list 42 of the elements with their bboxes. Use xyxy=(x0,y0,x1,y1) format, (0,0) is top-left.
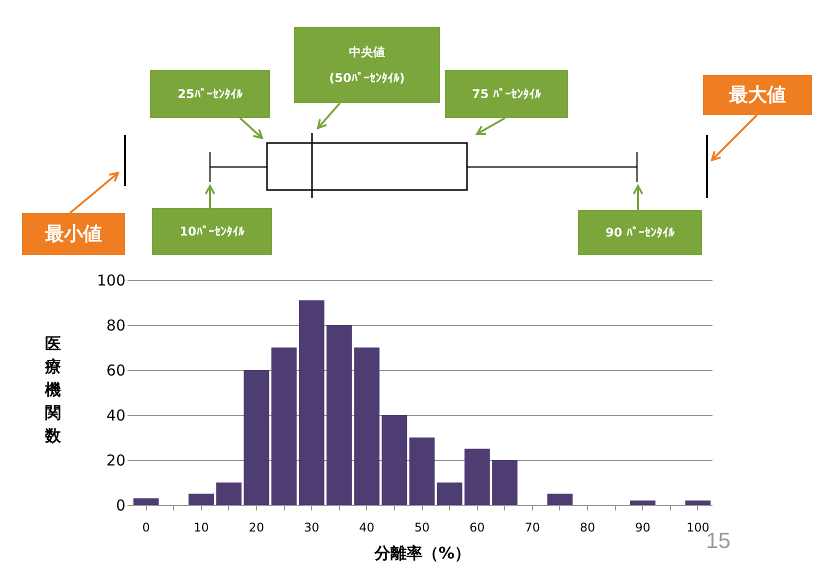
bar xyxy=(464,448,490,505)
x-tick-label: 60 xyxy=(470,520,485,534)
x-tick-label: 80 xyxy=(580,520,596,534)
y-tick-label: 60 xyxy=(106,362,126,380)
y-tick-label: 40 xyxy=(106,406,126,424)
bar xyxy=(409,438,435,505)
text: 最小値 xyxy=(44,223,102,245)
text: 10ﾊﾟｰｾﾝﾀｲﾙ xyxy=(180,224,246,238)
bar xyxy=(630,500,656,505)
bar xyxy=(326,325,352,505)
bar xyxy=(547,494,573,505)
y-tick-label: 20 xyxy=(106,452,126,470)
y-tick-label: 0 xyxy=(116,496,126,514)
x-tick-label: 0 xyxy=(142,520,150,534)
text: 中央値 (50ﾊﾟｰｾﾝﾀｲﾙ) xyxy=(329,45,405,85)
x-tick-label: 30 xyxy=(304,520,320,534)
bar xyxy=(436,482,462,505)
bar xyxy=(216,482,242,505)
bar xyxy=(354,348,380,505)
bar xyxy=(492,460,518,505)
bar xyxy=(298,300,324,505)
bar xyxy=(382,415,408,505)
bar xyxy=(133,498,159,505)
bar xyxy=(244,370,270,505)
x-tick-label: 50 xyxy=(414,520,430,534)
bar xyxy=(685,500,711,505)
text: 75 ﾊﾟｰｾﾝﾀｲﾙ xyxy=(472,87,542,101)
y-tick-label: 100 xyxy=(96,272,126,290)
y-axis-title: 医療機関数 xyxy=(44,333,62,447)
bar xyxy=(271,348,297,505)
x-tick-label: 90 xyxy=(635,520,650,534)
bar xyxy=(188,494,214,505)
x-tick-label: 70 xyxy=(524,520,540,534)
x-tick-label: 40 xyxy=(359,520,374,534)
x-tick-label: 20 xyxy=(248,520,264,534)
y-tick-label: 80 xyxy=(106,316,126,334)
text: 90 ﾊﾟｰｾﾝﾀｲﾙ xyxy=(606,226,676,240)
text: 25ﾊﾟｰｾﾝﾀｲﾙ xyxy=(178,87,244,101)
text: 最大値 xyxy=(728,84,786,106)
x-axis-title: 分離率（%） xyxy=(373,544,471,562)
x-tick-label: 100 xyxy=(686,520,710,534)
x-tick-label: 10 xyxy=(194,520,209,534)
